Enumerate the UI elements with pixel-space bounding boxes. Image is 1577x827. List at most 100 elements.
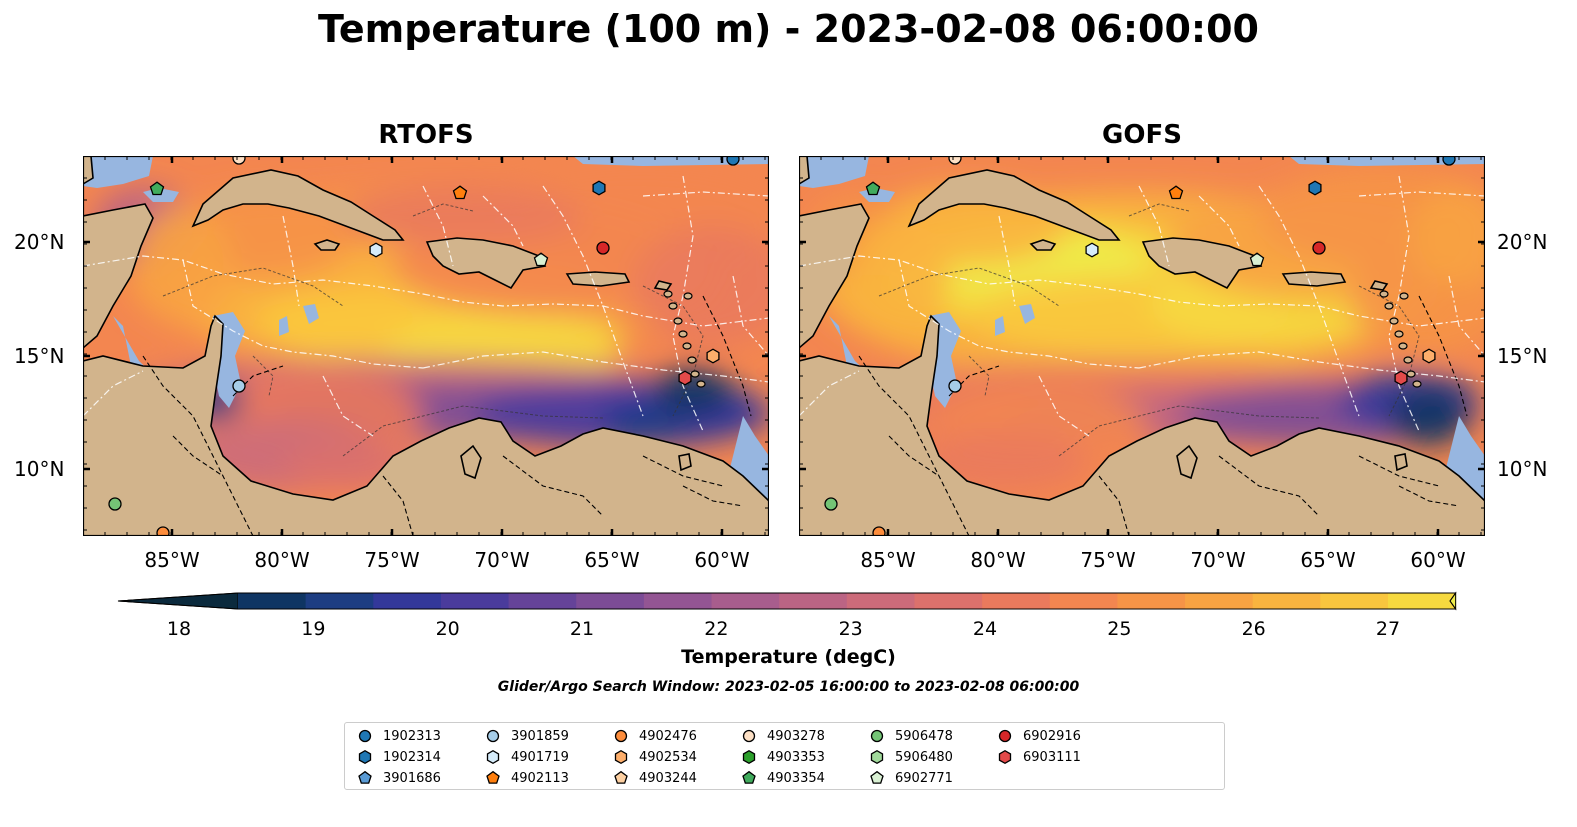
legend-item: 1902314 bbox=[355, 747, 441, 767]
pentagon-marker-icon bbox=[614, 770, 628, 784]
float-marker[interactable] bbox=[865, 181, 881, 196]
legend-marker[interactable] bbox=[614, 770, 628, 784]
latitude-tick-label-left: 20°N bbox=[14, 230, 65, 254]
float-marker[interactable] bbox=[452, 185, 468, 200]
float-marker[interactable] bbox=[592, 180, 606, 196]
longitude-tick-label: 85°W bbox=[860, 548, 916, 572]
float-marker[interactable] bbox=[596, 241, 610, 255]
longitude-tick-label: 75°W bbox=[364, 548, 420, 572]
float-marker[interactable] bbox=[232, 156, 246, 165]
float-marker[interactable] bbox=[948, 379, 962, 393]
legend-marker[interactable] bbox=[358, 729, 372, 743]
longitude-tick-label: 80°W bbox=[970, 548, 1026, 572]
float-marker[interactable] bbox=[1422, 348, 1436, 364]
float-marker[interactable] bbox=[1394, 370, 1408, 386]
legend-marker[interactable] bbox=[614, 749, 628, 765]
legend-label: 4903353 bbox=[767, 749, 825, 765]
lesser-antilles-islands bbox=[1379, 290, 1422, 388]
colorbar-segment bbox=[576, 593, 645, 609]
legend-marker[interactable] bbox=[486, 749, 500, 765]
legend-marker[interactable] bbox=[358, 770, 372, 784]
longitude-tick-label: 80°W bbox=[254, 548, 310, 572]
colorbar-segment bbox=[373, 593, 442, 609]
colorbar-label: Temperature (degC) bbox=[681, 646, 896, 668]
float-marker[interactable] bbox=[1085, 242, 1099, 258]
float-markers[interactable] bbox=[824, 156, 1456, 536]
legend-label: 6902771 bbox=[895, 770, 953, 786]
search-window-text: Glider/Argo Search Window: 2023-02-05 16… bbox=[497, 679, 1080, 695]
page-title: Temperature (100 m) - 2023-02-08 06:00:0… bbox=[317, 7, 1259, 51]
float-marker[interactable] bbox=[149, 181, 165, 196]
colorbar-segment bbox=[1185, 593, 1254, 609]
float-marker[interactable] bbox=[824, 497, 838, 511]
legend-item: 6902771 bbox=[867, 768, 953, 788]
longitude-tick-label: 60°W bbox=[1410, 548, 1466, 572]
legend-item: 4901719 bbox=[483, 747, 569, 767]
legend-marker[interactable] bbox=[998, 729, 1012, 743]
colorbar-segment bbox=[1320, 593, 1389, 609]
float-marker[interactable] bbox=[706, 348, 720, 364]
float-marker[interactable] bbox=[1249, 252, 1265, 267]
float-marker[interactable] bbox=[1442, 156, 1456, 166]
legend-marker[interactable] bbox=[870, 770, 884, 784]
country-borders bbox=[142, 295, 752, 536]
float-marker[interactable] bbox=[948, 156, 962, 165]
map-rtofs[interactable] bbox=[83, 156, 769, 536]
circle-marker-icon bbox=[614, 729, 628, 743]
colorbar-tick-label: 21 bbox=[569, 618, 595, 640]
colorbar-tick-label: 27 bbox=[1375, 618, 1401, 640]
legend-marker[interactable] bbox=[742, 729, 756, 743]
isobath-contours bbox=[162, 203, 704, 457]
land bbox=[799, 156, 1485, 536]
colorbar-segment bbox=[1117, 593, 1186, 609]
float-marker[interactable] bbox=[1308, 180, 1322, 196]
legend-item: 3901686 bbox=[355, 768, 441, 788]
legend-item: 4902113 bbox=[483, 768, 569, 788]
float-marker[interactable] bbox=[369, 242, 383, 258]
float-marker[interactable] bbox=[872, 526, 886, 536]
float-marker[interactable] bbox=[156, 526, 170, 536]
legend-marker[interactable] bbox=[870, 729, 884, 743]
land bbox=[83, 156, 769, 536]
float-marker[interactable] bbox=[533, 252, 549, 267]
legend-item: 4903353 bbox=[739, 747, 825, 767]
legend-marker[interactable] bbox=[742, 770, 756, 784]
legend-label: 4902534 bbox=[639, 749, 697, 765]
legend-marker[interactable] bbox=[486, 729, 500, 743]
colorbar-segment bbox=[1252, 593, 1321, 609]
legend-marker[interactable] bbox=[486, 770, 500, 784]
legend-marker[interactable] bbox=[614, 729, 628, 743]
legend-item: 4902534 bbox=[611, 747, 697, 767]
circle-marker-icon bbox=[358, 729, 372, 743]
axis-ticks bbox=[799, 156, 1485, 536]
legend-label: 4903354 bbox=[767, 770, 825, 786]
float-marker[interactable] bbox=[1168, 185, 1184, 200]
float-marker[interactable] bbox=[726, 156, 740, 166]
legend-label: 5906478 bbox=[895, 728, 953, 744]
float-marker[interactable] bbox=[232, 379, 246, 393]
legend-marker[interactable] bbox=[870, 749, 884, 765]
panel-title-gofs: GOFS bbox=[1102, 120, 1182, 150]
latitude-tick-label-left: 10°N bbox=[14, 457, 65, 481]
legend-marker[interactable] bbox=[358, 749, 372, 765]
colorbar-segment bbox=[1388, 593, 1457, 609]
legend-marker[interactable] bbox=[998, 749, 1012, 765]
circle-marker-icon bbox=[998, 729, 1012, 743]
float-marker[interactable] bbox=[1312, 241, 1326, 255]
float-markers[interactable] bbox=[108, 156, 740, 536]
hexagon-marker-icon bbox=[358, 749, 372, 765]
circle-marker-icon bbox=[486, 729, 500, 743]
float-marker[interactable] bbox=[678, 370, 692, 386]
colorbar bbox=[117, 591, 1457, 611]
legend-marker[interactable] bbox=[742, 749, 756, 765]
colorbar-tick-label: 24 bbox=[972, 618, 998, 640]
colorbar-segment bbox=[238, 593, 307, 609]
eez-boundaries bbox=[799, 175, 1485, 437]
map-gofs[interactable] bbox=[799, 156, 1485, 536]
eez-boundaries bbox=[83, 175, 769, 437]
colorbar-segment bbox=[779, 593, 848, 609]
float-marker[interactable] bbox=[108, 497, 122, 511]
colorbar-tick-label: 20 bbox=[435, 618, 460, 640]
colorbar-segment bbox=[643, 593, 713, 609]
pentagon-marker-icon bbox=[870, 770, 884, 784]
